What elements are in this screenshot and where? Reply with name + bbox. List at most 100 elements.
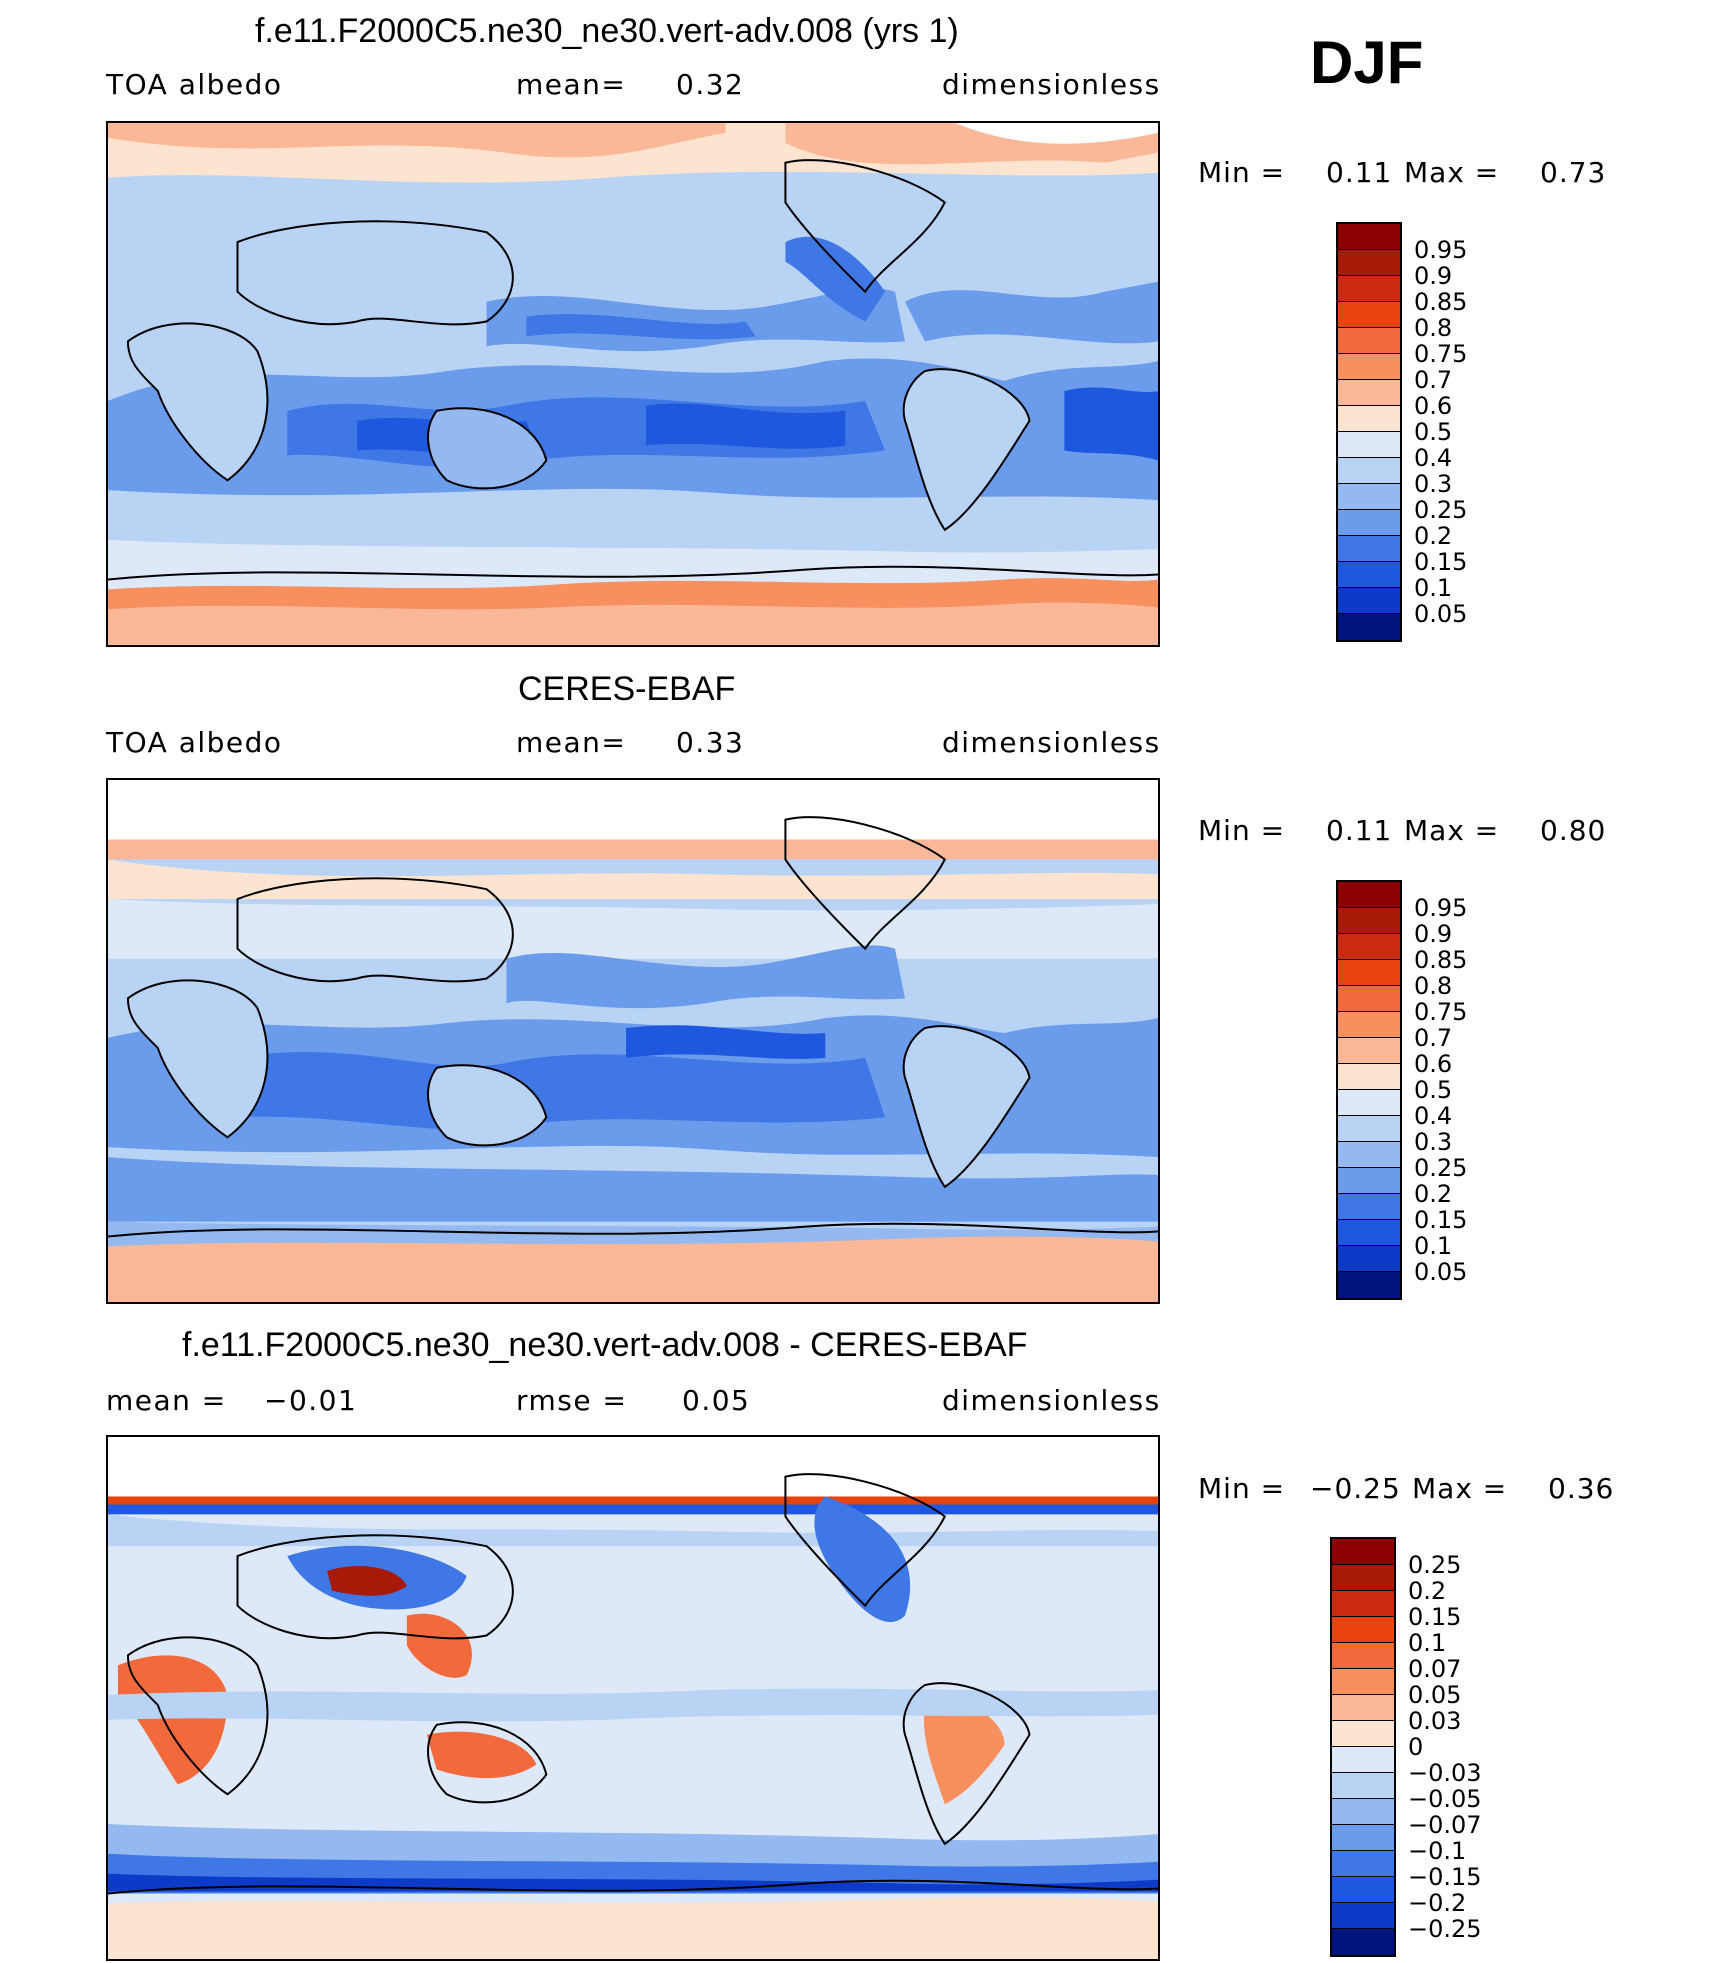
colorbar-swatch: [1338, 406, 1400, 432]
colorbar-tick-label: 0.3: [1414, 1128, 1453, 1156]
colorbar-tick-label: 0.75: [1414, 340, 1468, 368]
colorbar-swatch: [1332, 1929, 1394, 1955]
colorbar-swatch: [1332, 1721, 1394, 1747]
colorbar-tick-label: 0.05: [1408, 1681, 1462, 1709]
colorbar-swatch: [1338, 1168, 1400, 1194]
colorbar-swatch: [1338, 1246, 1400, 1272]
colorbar-tick-label: 0.03: [1408, 1707, 1462, 1735]
colorbar-swatch: [1338, 1012, 1400, 1038]
colorbar-tick-label: 0.4: [1414, 1102, 1453, 1130]
colorbar-swatch: [1338, 354, 1400, 380]
colorbar-tick-label: −0.05: [1408, 1785, 1482, 1813]
colorbar-tick-label: −0.25: [1408, 1915, 1482, 1943]
colorbar-tick-label: 0.05: [1414, 1258, 1468, 1286]
colorbar-tick-label: 0.85: [1414, 946, 1468, 974]
panel-2-mean-label: mean=: [516, 726, 627, 759]
panel-1-min-value: 0.11: [1326, 156, 1393, 189]
colorbar-tick-label: −0.2: [1408, 1889, 1467, 1917]
colorbar-tick-label: 0.25: [1414, 1154, 1468, 1182]
colorbar-swatch: [1338, 250, 1400, 276]
panel-3-min-value: −0.25: [1310, 1472, 1401, 1505]
colorbar-tick-label: 0.05: [1414, 600, 1468, 628]
panel-2-units: dimensionless: [942, 726, 1161, 759]
panel-2-max-label: Max =: [1404, 814, 1500, 847]
panel-2-min-value: 0.11: [1326, 814, 1393, 847]
colorbar-swatch: [1338, 458, 1400, 484]
panel-3-mean-label: mean =: [106, 1384, 227, 1417]
colorbar-tick-label: 0.7: [1414, 1024, 1453, 1052]
colorbar-tick-label: 0.1: [1414, 1232, 1453, 1260]
colorbar-tick-label: 0.8: [1414, 314, 1453, 342]
colorbar-swatch: [1338, 432, 1400, 458]
colorbar-swatch: [1338, 934, 1400, 960]
colorbar-tick-label: 0.7: [1414, 366, 1453, 394]
colorbar-tick-label: 0.95: [1414, 894, 1468, 922]
colorbar-swatch: [1338, 484, 1400, 510]
colorbar-swatch: [1338, 588, 1400, 614]
colorbar-tick-label: 0.5: [1414, 418, 1453, 446]
panel-2-title: CERES-EBAF: [518, 670, 736, 708]
colorbar-swatch: [1332, 1851, 1394, 1877]
season-label: DJF: [1310, 29, 1424, 96]
colorbar-tick-label: 0.75: [1414, 998, 1468, 1026]
colorbar-swatch: [1332, 1773, 1394, 1799]
colorbar-tick-label: −0.15: [1408, 1863, 1482, 1891]
colorbar-swatch: [1338, 1194, 1400, 1220]
colorbar-tick-label: 0.9: [1414, 262, 1453, 290]
colorbar-swatch: [1332, 1539, 1394, 1565]
colorbar-swatch: [1332, 1617, 1394, 1643]
colorbar-tick-label: 0.1: [1408, 1629, 1447, 1657]
panel-3-title: f.e11.F2000C5.ne30_ne30.vert-adv.008 - C…: [182, 1326, 1028, 1364]
colorbar-tick-label: −0.03: [1408, 1759, 1482, 1787]
colorbar-swatch: [1332, 1643, 1394, 1669]
colorbar-swatch: [1338, 960, 1400, 986]
colorbar-swatch: [1338, 510, 1400, 536]
colorbar-tick-label: 0.8: [1414, 972, 1453, 1000]
colorbar-swatch: [1338, 1064, 1400, 1090]
colorbar-tick-label: 0.6: [1414, 392, 1453, 420]
panel-2-map: [106, 778, 1160, 1304]
colorbar-tick-label: −0.1: [1408, 1837, 1467, 1865]
colorbar-tick-label: 0.25: [1414, 496, 1468, 524]
colorbar-tick-label: 0.85: [1414, 288, 1468, 316]
colorbar-swatch: [1338, 1090, 1400, 1116]
colorbar-swatch: [1338, 224, 1400, 250]
panel-2-min-label: Min =: [1198, 814, 1286, 847]
colorbar-tick-label: 0.9: [1414, 920, 1453, 948]
colorbar-swatch: [1338, 302, 1400, 328]
panel-1-title: f.e11.F2000C5.ne30_ne30.vert-adv.008 (yr…: [255, 12, 959, 50]
colorbar-swatch: [1338, 882, 1400, 908]
colorbar-swatch: [1332, 1877, 1394, 1903]
colorbar-tick-label: 0.1: [1414, 574, 1453, 602]
panel-2-colorbar: [1336, 880, 1402, 1300]
colorbar-tick-label: 0.95: [1414, 236, 1468, 264]
colorbar-tick-label: 0.5: [1414, 1076, 1453, 1104]
panel-3-max-value: 0.36: [1548, 1472, 1615, 1505]
colorbar-swatch: [1332, 1565, 1394, 1591]
colorbar-swatch: [1332, 1825, 1394, 1851]
colorbar-tick-label: 0.15: [1414, 548, 1468, 576]
colorbar-tick-label: 0.25: [1408, 1551, 1462, 1579]
colorbar-tick-label: 0.6: [1414, 1050, 1453, 1078]
panel-3-rmse-label: rmse =: [516, 1384, 628, 1417]
panel-1-variable-label: TOA albedo: [106, 68, 283, 101]
colorbar-swatch: [1338, 536, 1400, 562]
panel-2-mean-value: 0.33: [676, 726, 745, 759]
colorbar-tick-label: 0.4: [1414, 444, 1453, 472]
colorbar-swatch: [1338, 1038, 1400, 1064]
panel-1-mean-value: 0.32: [676, 68, 745, 101]
colorbar-tick-label: 0: [1408, 1733, 1424, 1761]
panel-1-min-label: Min =: [1198, 156, 1286, 189]
colorbar-tick-label: 0.15: [1408, 1603, 1462, 1631]
panel-2-variable-label: TOA albedo: [106, 726, 283, 759]
panel-3-units: dimensionless: [942, 1384, 1161, 1417]
colorbar-tick-label: 0.3: [1414, 470, 1453, 498]
colorbar-swatch: [1338, 986, 1400, 1012]
panel-1-max-label: Max =: [1404, 156, 1500, 189]
panel-1-map: [106, 121, 1160, 647]
colorbar-swatch: [1332, 1747, 1394, 1773]
panel-3-mean-value: −0.01: [264, 1384, 358, 1417]
panel-3-map: [106, 1435, 1160, 1961]
colorbar-swatch: [1338, 908, 1400, 934]
panel-1-colorbar: [1336, 222, 1402, 642]
